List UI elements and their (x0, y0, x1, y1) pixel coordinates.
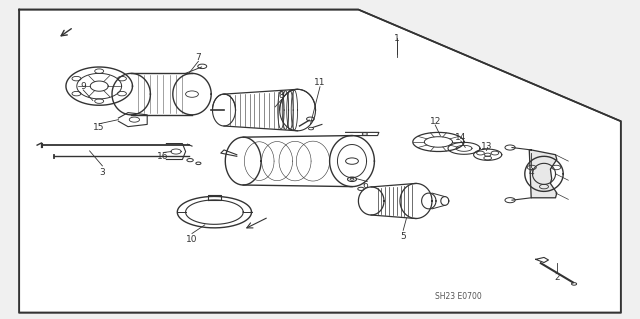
Text: SH23 E0700: SH23 E0700 (435, 293, 482, 301)
Text: 7: 7 (196, 53, 201, 62)
Text: 13: 13 (481, 142, 492, 151)
Text: 5: 5 (401, 232, 406, 241)
Text: 3: 3 (100, 168, 105, 177)
Text: 9: 9 (81, 82, 86, 91)
Text: 10: 10 (186, 235, 198, 244)
Text: 11: 11 (314, 78, 326, 87)
Text: 16: 16 (157, 152, 169, 161)
Polygon shape (529, 150, 557, 198)
Text: 14: 14 (455, 133, 467, 142)
Text: 15: 15 (93, 123, 105, 132)
Text: 2: 2 (554, 273, 559, 282)
Text: 1: 1 (394, 34, 399, 43)
Text: 6: 6 (362, 181, 367, 189)
Text: 4: 4 (529, 168, 534, 177)
Text: 12: 12 (429, 117, 441, 126)
Text: 8: 8 (279, 91, 284, 100)
Polygon shape (19, 10, 621, 313)
